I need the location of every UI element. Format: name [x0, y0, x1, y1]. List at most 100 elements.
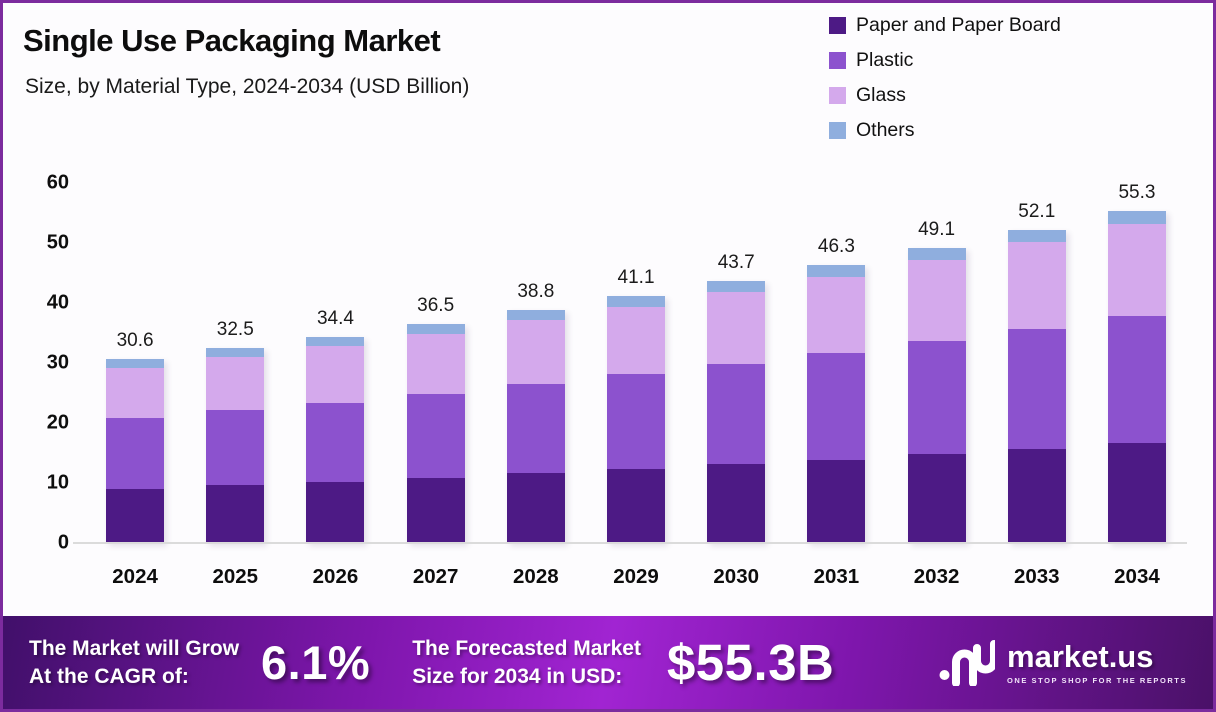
- x-axis-baseline: [73, 542, 1187, 544]
- segment-paper-and-paper-board: [1007, 448, 1066, 543]
- chart-area: 0 10 20 30 40 50 60 30.6 32.5 34.4 36.5 38.8 41.1 43…: [3, 172, 1213, 554]
- segment-paper-and-paper-board: [206, 485, 265, 543]
- segment-others: [1007, 230, 1066, 243]
- stacked-bar-2026: [306, 336, 365, 543]
- segment-plastic: [306, 402, 365, 482]
- bar-total-label: 43.7: [717, 251, 755, 273]
- bar-total-label: 52.1: [1018, 201, 1056, 223]
- bar-column-2034: 55.3: [1087, 182, 1187, 543]
- stacked-bar-2024: [106, 359, 165, 543]
- segment-glass: [406, 333, 465, 394]
- x-tick-label-2033: 2033: [1013, 565, 1060, 588]
- segment-glass: [506, 320, 565, 385]
- segment-glass: [807, 276, 866, 353]
- bar-total-label: 32.5: [216, 319, 254, 341]
- bar-column-2025: 32.5: [185, 319, 285, 543]
- forecast-label: The Forecasted Market Size for 2034 in U…: [412, 635, 641, 690]
- page-subtitle: Size, by Material Type, 2024-2034 (USD B…: [25, 75, 470, 98]
- segment-glass: [607, 306, 666, 375]
- x-tick-label-2032: 2032: [913, 565, 960, 588]
- bar-column-2026: 34.4: [285, 308, 385, 543]
- segment-glass: [1007, 242, 1066, 329]
- footer-banner: The Market will Grow At the CAGR of: 6.1…: [3, 616, 1213, 709]
- cagr-label-line1: The Market will Grow: [29, 637, 240, 661]
- stacked-bar-2028: [506, 310, 565, 543]
- segment-paper-and-paper-board: [306, 481, 365, 543]
- brand-logo: market.us ONE STOP SHOP FOR THE REPORTS: [939, 638, 1187, 686]
- brand-tagline: ONE STOP SHOP FOR THE REPORTS: [1007, 675, 1187, 685]
- segment-others: [506, 310, 565, 321]
- bar-total-label: 36.5: [417, 295, 455, 317]
- bar-total-label: 30.6: [116, 330, 154, 352]
- cagr-value: 6.1%: [261, 636, 371, 689]
- cagr-label-line2: At the CAGR of:: [29, 664, 189, 688]
- segment-plastic: [707, 363, 766, 465]
- legend-item: Plastic: [829, 48, 1061, 73]
- chart-legend: Paper and Paper Board Plastic Glass Others: [829, 13, 1061, 143]
- bar-column-2029: 41.1: [586, 267, 686, 543]
- bar-column-2032: 49.1: [887, 219, 987, 543]
- bar-column-2024: 30.6: [85, 330, 185, 543]
- y-tick-label: 0: [57, 531, 69, 554]
- brand-name: market.us: [1007, 638, 1154, 674]
- segment-others: [306, 336, 365, 346]
- y-axis: 0 10 20 30 40 50 60: [3, 172, 85, 554]
- stacked-bar-2031: [807, 265, 866, 543]
- legend-label: Others: [856, 119, 915, 141]
- segment-glass: [206, 357, 265, 411]
- cagr-label: The Market will Grow At the CAGR of:: [29, 635, 239, 690]
- bar-total-label: 38.8: [517, 281, 555, 303]
- plot-area: 30.6 32.5 34.4 36.5 38.8 41.1 43.7 46.3 49.1 52.1…: [73, 182, 1187, 544]
- x-tick-label-2024: 2024: [112, 565, 158, 588]
- segment-glass: [106, 367, 165, 419]
- bar-column-2028: 38.8: [486, 281, 586, 543]
- x-tick-label-2034: 2034: [1114, 565, 1160, 588]
- legend-item: Paper and Paper Board: [829, 13, 1061, 38]
- segment-glass: [907, 259, 966, 341]
- header: Single Use Packaging Market Size, by Mat…: [3, 3, 1213, 141]
- forecast-label-line2: Size for 2034 in USD:: [412, 664, 623, 688]
- segment-plastic: [1007, 328, 1066, 449]
- segment-paper-and-paper-board: [106, 489, 165, 543]
- segment-paper-and-paper-board: [1107, 442, 1166, 543]
- segment-others: [707, 280, 766, 292]
- x-tick-label-2028: 2028: [513, 565, 559, 588]
- bar-total-label: 46.3: [817, 236, 855, 258]
- x-tick-label-2027: 2027: [412, 565, 459, 588]
- segment-paper-and-paper-board: [406, 477, 465, 543]
- bar-total-label: 55.3: [1118, 182, 1156, 204]
- stacked-bar-2027: [406, 324, 465, 543]
- stacked-bar-2025: [206, 348, 265, 543]
- legend-item: Others: [829, 118, 1061, 143]
- bar-column-2027: 36.5: [386, 295, 486, 543]
- x-tick-label-2031: 2031: [813, 565, 860, 588]
- segment-others: [807, 265, 866, 277]
- y-tick-label: 10: [46, 471, 69, 494]
- segment-others: [907, 248, 966, 260]
- segment-plastic: [506, 384, 565, 474]
- forecast-label-line1: The Forecasted Market: [412, 637, 641, 661]
- legend-swatch: [829, 17, 846, 34]
- x-tick-label-2025: 2025: [212, 565, 259, 588]
- stacked-bar-2033: [1007, 230, 1066, 543]
- bar-total-label: 41.1: [617, 267, 655, 289]
- y-tick-label: 20: [46, 411, 69, 434]
- bar-column-2033: 52.1: [987, 201, 1087, 543]
- x-tick-label-2026: 2026: [312, 565, 359, 588]
- segment-plastic: [907, 340, 966, 455]
- legend-label: Plastic: [856, 49, 914, 71]
- market-us-icon: [939, 639, 996, 686]
- y-tick-label: 30: [46, 351, 69, 374]
- segment-plastic: [106, 418, 165, 489]
- y-tick-label: 50: [46, 231, 69, 254]
- legend-swatch: [829, 122, 846, 139]
- segment-glass: [306, 345, 365, 403]
- segment-plastic: [807, 352, 866, 460]
- segment-others: [1107, 211, 1166, 224]
- legend-label: Paper and Paper Board: [856, 14, 1061, 36]
- bar-column-2031: 46.3: [786, 236, 886, 543]
- legend-label: Glass: [856, 84, 906, 106]
- stacked-bar-2029: [607, 296, 666, 543]
- stacked-bar-2032: [907, 248, 966, 543]
